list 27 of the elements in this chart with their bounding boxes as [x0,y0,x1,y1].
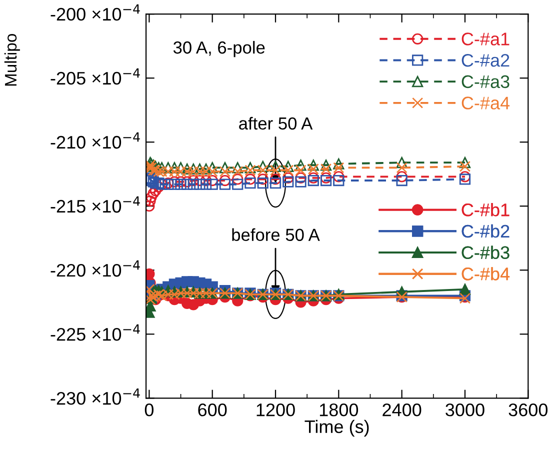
x-axis-title: Time (s) [304,420,369,437]
legend-label: C-#a4 [462,96,510,110]
y-tick-label: -225 ×10$^{−4}$ [50,324,140,341]
x-tick-label: 3600 [508,403,548,416]
y-tick-label: -205 ×10$^{−4}$ [50,68,140,85]
x-tick-label: 1200 [256,403,295,416]
legend-label: C-#b4 [462,267,510,280]
x-tick-label: 0 [144,403,154,416]
x-tick-label: 1800 [320,403,358,416]
annotation: before 50 A [232,228,320,242]
legend-label: C-#b3 [462,246,510,259]
y-tick-label: -220 ×10$^{−4}$ [50,260,140,277]
x-tick-label: 2400 [382,403,422,416]
x-tick-label: 600 [198,403,227,416]
y-axis-title: Multipo [4,34,20,86]
y-tick-label: -210 ×10$^{−4}$ [50,132,140,149]
y-tick-label: -230 ×10$^{−4}$ [50,388,140,405]
y-tick-label: -200 ×10$^{−4}$ [50,4,140,21]
legend-label: C-#a3 [462,75,510,88]
legend-label: C-#a2 [462,54,510,67]
annotation: after 50 A [239,116,313,130]
x-tick-label: 3000 [446,403,484,416]
y-tick-label: -215 ×10$^{−4}$ [50,196,140,213]
legend-label: C-#b2 [462,224,510,238]
legend-label: C-#b1 [462,203,510,216]
legend-label: C-#a1 [462,32,510,46]
annotation: 30 A, 6-pole [173,40,265,58]
